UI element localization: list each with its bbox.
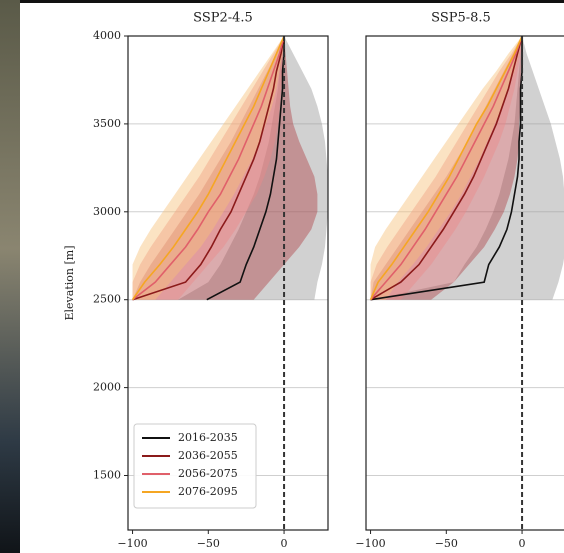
- legend-label: 2076-2095: [178, 485, 238, 498]
- uncertainty-band: [370, 36, 564, 300]
- legend-box: [133, 423, 257, 509]
- x-tick-label: 0: [519, 537, 526, 550]
- x-tick-label: −50: [197, 537, 220, 550]
- series-line: [369, 36, 523, 301]
- x-tick-label: −100: [355, 537, 385, 550]
- uncertainty-band: [132, 36, 285, 300]
- plot-area: [366, 36, 564, 477]
- panel-title: SSP5-8.5: [431, 11, 491, 26]
- y-tick-label: 2000: [93, 381, 121, 394]
- axes-frame: [127, 35, 329, 531]
- y-tick-label: 3000: [93, 205, 121, 218]
- y-axis-label: Elevation [m]: [63, 246, 76, 321]
- y-tick-label: 1500: [93, 469, 121, 482]
- uncertainty-band: [370, 36, 523, 300]
- series-line: [132, 36, 285, 301]
- series-line: [370, 36, 523, 301]
- uncertainty-band: [132, 36, 318, 300]
- y-tick-label: 3500: [93, 117, 121, 130]
- series-line: [369, 36, 523, 301]
- legend-label: 2056-2075: [178, 467, 238, 480]
- panel-title: SSP2-4.5: [193, 11, 253, 26]
- legend-label: 2036-2055: [178, 449, 238, 462]
- legend-label: 2016-2035: [178, 431, 238, 444]
- series-line: [131, 36, 285, 301]
- plot-area: [128, 36, 328, 477]
- uncertainty-band: [370, 36, 523, 300]
- x-tick-label: −50: [435, 537, 458, 550]
- x-tick-label: 0: [281, 537, 288, 550]
- series-line: [132, 36, 285, 301]
- x-tick-label: −100: [117, 537, 147, 550]
- y-tick-label: 4000: [93, 29, 121, 42]
- top-edge: [20, 0, 564, 3]
- uncertainty-band: [132, 36, 285, 300]
- background-photo: [0, 0, 20, 553]
- series-line: [206, 36, 285, 301]
- y-tick-label: 2500: [93, 293, 121, 306]
- uncertainty-band: [370, 36, 523, 300]
- uncertainty-band: [178, 36, 328, 300]
- axes-frame: [365, 35, 564, 531]
